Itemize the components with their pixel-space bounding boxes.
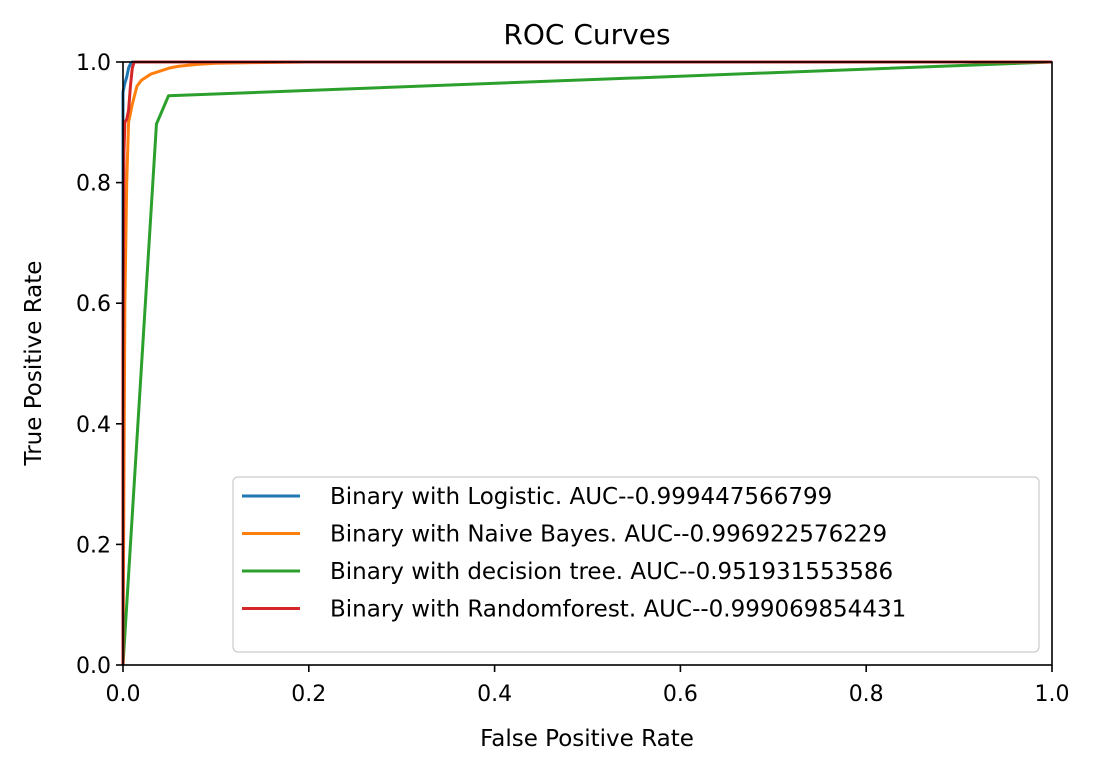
y-axis-ticks: 0.0 0.2 0.4 0.6 0.8 1.0 [76, 51, 123, 679]
y-tick-label: 0.2 [76, 533, 111, 558]
x-tick-label: 0.4 [477, 682, 512, 707]
x-tick-label: 0.8 [849, 682, 884, 707]
x-tick-label: 0.0 [106, 682, 141, 707]
x-axis-label: False Positive Rate [480, 726, 694, 752]
legend-label-1: Binary with Naive Bayes. AUC--0.99692257… [330, 522, 887, 548]
legend-entries: Binary with Logistic. AUC--0.99944756679… [242, 484, 906, 623]
x-tick-label: 0.2 [291, 682, 326, 707]
y-axis-label: True Positive Rate [21, 261, 47, 467]
x-tick-label: 1.0 [1035, 682, 1070, 707]
y-tick-label: 0.4 [76, 413, 111, 438]
y-tick-label: 0.8 [76, 172, 111, 197]
chart-title: ROC Curves [503, 18, 670, 51]
legend-label-0: Binary with Logistic. AUC--0.99944756679… [330, 484, 832, 510]
y-tick-label: 0.6 [76, 292, 111, 317]
legend-label-2: Binary with decision tree. AUC--0.951931… [330, 559, 893, 585]
legend-frame [232, 476, 1040, 653]
series-line-2 [121, 60, 1053, 666]
legend-label-3: Binary with Randomforest. AUC--0.9990698… [330, 597, 906, 623]
legend: Binary with Logistic. AUC--0.99944756679… [232, 476, 1040, 653]
y-tick-label: 0.0 [76, 654, 111, 679]
x-axis-ticks: 0.0 0.2 0.4 0.6 0.8 1.0 [106, 665, 1070, 707]
y-tick-label: 1.0 [76, 51, 111, 76]
plot-frame [122, 61, 1053, 666]
x-tick-label: 0.6 [663, 682, 698, 707]
